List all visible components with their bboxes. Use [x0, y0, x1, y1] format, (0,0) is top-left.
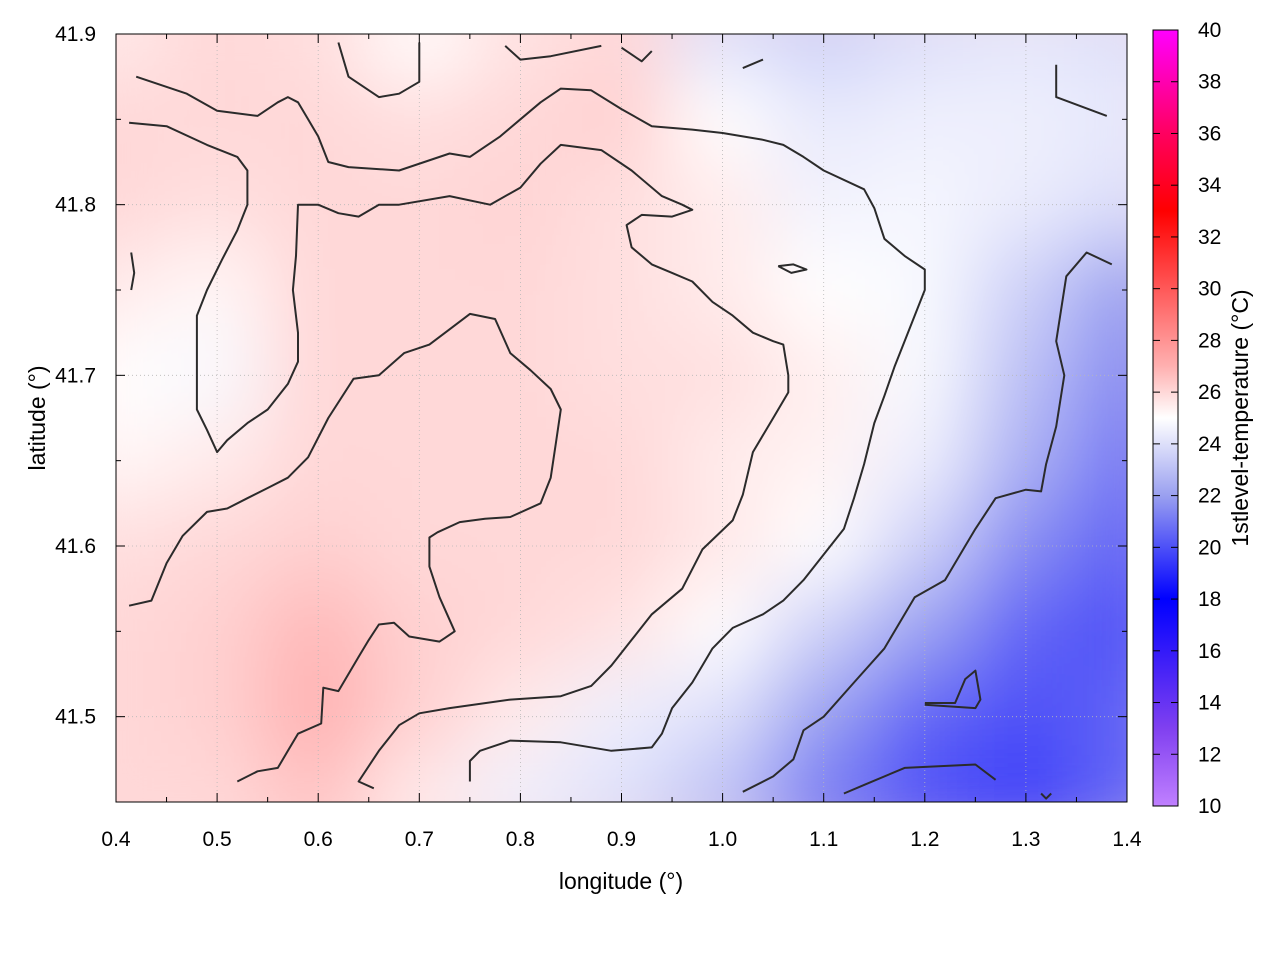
colorbar-tick-label: 10 [1198, 795, 1221, 818]
contour-line [1055, 64, 1108, 117]
y-axis: 41.5 41.6 41.7 41.8 41.9 [55, 23, 1127, 803]
contour-line [742, 251, 1113, 793]
heatmap-cell [670, 416, 776, 506]
x-tick-label: 1.2 [910, 828, 939, 851]
heatmap-cell [771, 416, 877, 506]
heatmap-cell [116, 586, 169, 676]
contour-line [620, 46, 653, 63]
colorbar-tick-label: 34 [1198, 174, 1222, 197]
heatmap-cell [568, 586, 675, 676]
contour-line [777, 263, 808, 274]
heatmap-cell [265, 330, 371, 420]
contour-line [130, 252, 136, 291]
colorbar: 10 12 14 16 18 20 22 24 26 28 30 32 34 36 38 40 [1152, 19, 1222, 818]
heatmap-cell [1074, 416, 1127, 506]
x-tick-label: 1.1 [809, 828, 838, 851]
y-axis-label: latitude (°) [24, 365, 50, 470]
colorbar-tick-label: 28 [1198, 329, 1221, 352]
y-tick-label: 41.5 [55, 706, 96, 729]
heatmap-cell [670, 74, 776, 164]
contour-line [843, 763, 997, 795]
colorbar-tick-label: 38 [1198, 71, 1221, 94]
contour-line [504, 44, 602, 61]
contour-line [128, 312, 562, 783]
heatmap-cell [265, 672, 371, 762]
heatmap-cell [1074, 34, 1127, 79]
heatmap-cell [116, 34, 169, 79]
colorbar-tick-label: 24 [1198, 433, 1222, 456]
x-tick-label: 1.4 [1112, 828, 1142, 851]
x-tick-label: 0.4 [101, 828, 131, 851]
colorbar-tick-label: 16 [1198, 640, 1221, 663]
heatmap-cell [265, 586, 371, 676]
contour-line [129, 121, 790, 790]
contour-lines [128, 42, 1113, 800]
x-tick-label: 1.0 [708, 828, 737, 851]
colorbar-tick-label: 32 [1198, 226, 1221, 249]
colorbar-tick-label: 22 [1198, 485, 1221, 508]
x-axis-label: longitude (°) [559, 868, 683, 894]
x-axis: 0.4 0.5 0.6 0.7 0.8 0.9 1.0 1.1 1.2 1.3 1.4 [101, 34, 1142, 851]
heatmap-cell [973, 672, 1079, 762]
grid [116, 34, 1127, 802]
x-tick-label: 1.3 [1011, 828, 1040, 851]
heatmap-cell [973, 586, 1079, 676]
heatmap-cell [872, 74, 978, 164]
contour-line [1040, 792, 1052, 800]
heatmap-cell [670, 672, 776, 762]
y-tick-label: 41.9 [55, 23, 96, 46]
heatmap-cell [116, 245, 169, 335]
heatmap-cell [670, 586, 776, 676]
heatmap-cell [973, 416, 1079, 506]
heatmap-cell [872, 416, 978, 506]
x-tick-label: 0.5 [202, 828, 231, 851]
heatmap-cell [116, 757, 169, 802]
heatmap-cell [265, 74, 371, 164]
x-tick-label: 0.7 [405, 828, 434, 851]
heatmap-cell [265, 416, 371, 506]
y-tick-label: 41.7 [55, 364, 96, 387]
heatmap-cell [1074, 586, 1127, 676]
x-tick-label: 0.8 [506, 828, 535, 851]
colorbar-tick-label: 40 [1198, 19, 1221, 42]
colorbar-gradient [1152, 29, 1179, 807]
heatmap-cell [366, 416, 472, 506]
heatmap-cell [1074, 74, 1127, 164]
heatmap-cell [670, 160, 776, 250]
heatmap-cell [1074, 757, 1127, 802]
heatmap-cell [467, 586, 573, 676]
heatmap-cell [116, 74, 169, 164]
heatmap-cell [164, 416, 270, 506]
colorbar-tick-label: 12 [1198, 743, 1221, 766]
y-tick-label: 41.6 [55, 535, 96, 558]
colorbar-tick-label: 26 [1198, 381, 1221, 404]
contour-line [924, 669, 982, 710]
colorbar-tick-label: 30 [1198, 278, 1221, 301]
colorbar-tick-label: 14 [1198, 692, 1222, 715]
heatmap-cell [771, 586, 877, 676]
colorbar-tick-label: 20 [1198, 536, 1221, 559]
heatmap-cell [568, 416, 675, 506]
contour-line [135, 75, 926, 782]
heatmap-cell [973, 74, 1079, 164]
colorbar-tick-label: 36 [1198, 122, 1221, 145]
x-tick-label: 0.9 [607, 828, 636, 851]
colorbar-tick-label: 18 [1198, 588, 1221, 611]
x-tick-label: 0.6 [304, 828, 333, 851]
heatmap-cell [164, 586, 270, 676]
heatmap-cell [116, 416, 169, 506]
contour-line [337, 42, 421, 99]
heatmap-cell [366, 74, 472, 164]
heatmap-cell [670, 330, 776, 420]
heatmap-cell [872, 586, 978, 676]
y-tick-label: 41.8 [55, 194, 96, 217]
contour-line [742, 58, 764, 70]
colorbar-label: 1stlevel-temperature (°C) [1227, 289, 1253, 546]
heatmap-cell [973, 160, 1079, 250]
